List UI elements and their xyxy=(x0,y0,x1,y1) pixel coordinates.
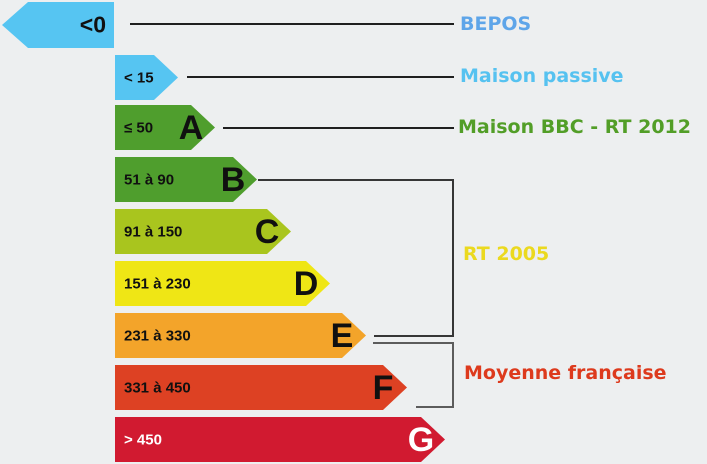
range-label: <0 xyxy=(79,11,106,38)
connector-line-bepos xyxy=(130,23,454,25)
energy-row-bepos: <0 xyxy=(0,2,707,48)
range-label: ≤ 50 xyxy=(124,119,154,136)
bracket-moyenne-top xyxy=(373,342,454,344)
class-letter: G xyxy=(407,420,435,459)
range-label: 231 à 330 xyxy=(124,327,191,344)
energy-row-a: ≤ 50 A xyxy=(0,105,707,150)
range-label: > 450 xyxy=(124,431,162,448)
bracket-moyenne-bottom xyxy=(416,406,454,408)
label-moyenne-francaise: Moyenne française xyxy=(464,362,667,384)
class-letter: E xyxy=(330,316,354,355)
energy-arrow-icon: 231 à 330 E xyxy=(115,313,366,358)
energy-row-c: 91 à 150 C xyxy=(0,209,707,254)
class-letter: B xyxy=(220,160,246,199)
energy-row-d: 151 à 230 D xyxy=(0,261,707,306)
class-letter: C xyxy=(254,212,280,251)
energy-row-e: 231 à 330 E xyxy=(0,313,707,358)
energy-row-b: 51 à 90 B xyxy=(0,157,707,202)
energy-row-g: > 450 G xyxy=(0,417,707,462)
class-letter: F xyxy=(372,368,394,407)
bracket-rt2005-bottom xyxy=(374,335,454,337)
energy-arrow-icon: 91 à 150 C xyxy=(115,209,291,254)
bracket-rt2005-top xyxy=(258,179,454,181)
energy-arrow-icon: > 450 G xyxy=(115,417,445,462)
range-label: 91 à 150 xyxy=(124,223,183,240)
label-maison-bbc-rt2012: Maison BBC - RT 2012 xyxy=(458,116,692,138)
class-letter: A xyxy=(178,108,204,147)
label-maison-passive: Maison passive xyxy=(460,65,624,87)
range-label: 151 à 230 xyxy=(124,275,191,292)
range-label: 331 à 450 xyxy=(124,379,191,396)
bracket-moyenne-vertical xyxy=(452,342,454,408)
range-label: < 15 xyxy=(124,69,154,86)
energy-arrow-left-icon: <0 xyxy=(2,2,114,48)
energy-arrow-icon: 51 à 90 B xyxy=(115,157,257,202)
bracket-rt2005-vertical xyxy=(452,179,454,337)
energy-arrow-icon: 151 à 230 D xyxy=(115,261,330,306)
class-letter: D xyxy=(293,264,319,303)
label-bepos: BEPOS xyxy=(460,13,532,35)
energy-row-passive: < 15 xyxy=(0,55,707,100)
energy-arrow-icon: ≤ 50 A xyxy=(115,105,215,150)
energy-arrow-icon: < 15 xyxy=(115,55,178,100)
energy-arrow-icon: 331 à 450 F xyxy=(115,365,407,410)
connector-line-passive xyxy=(187,76,454,78)
connector-line-bbc xyxy=(223,127,454,129)
energy-row-f: 331 à 450 F xyxy=(0,365,707,410)
label-rt2005: RT 2005 xyxy=(463,243,550,265)
range-label: 51 à 90 xyxy=(124,171,175,188)
